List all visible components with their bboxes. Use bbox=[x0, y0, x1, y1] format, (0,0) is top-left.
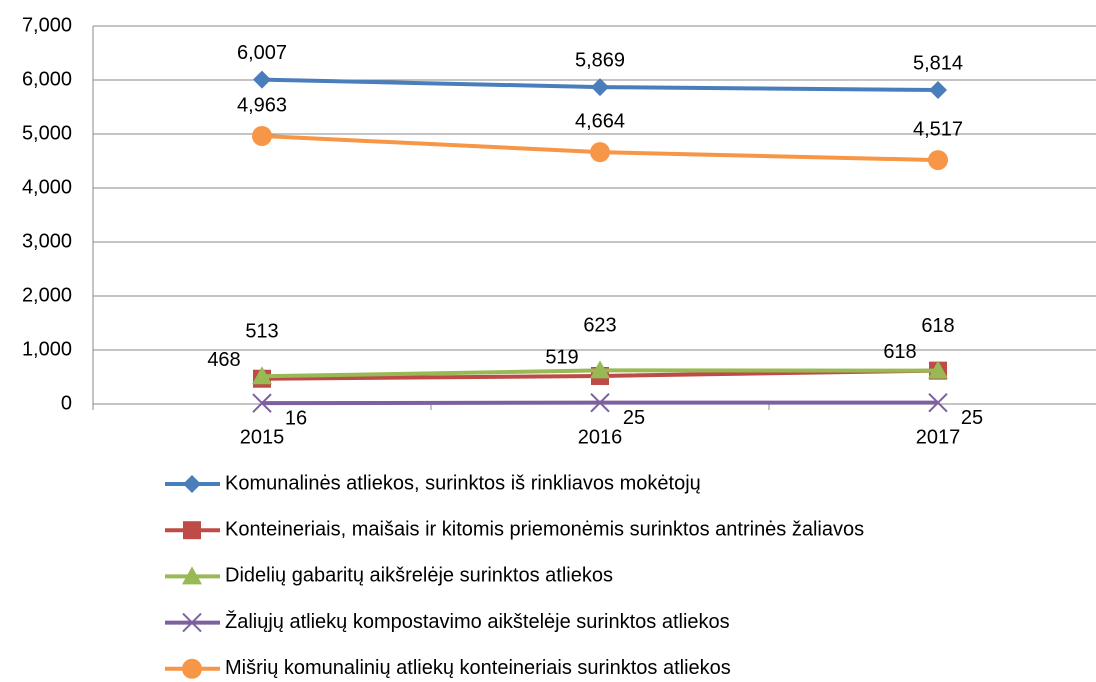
data-label: 618 bbox=[921, 315, 954, 337]
data-point bbox=[928, 150, 948, 171]
x-tick-label: 2015 bbox=[240, 426, 285, 448]
y-tick-label: 6,000 bbox=[22, 68, 72, 90]
x-tick-label: 2016 bbox=[578, 426, 623, 448]
y-tick-label: 4,000 bbox=[22, 176, 72, 198]
data-point bbox=[928, 392, 948, 413]
data-point bbox=[253, 70, 271, 89]
data-label: 4,664 bbox=[575, 110, 625, 132]
legend-label: Žaliųjų atliekų kompostavimo aikštelėje … bbox=[225, 610, 730, 633]
data-label: 4,963 bbox=[237, 94, 287, 116]
data-label: 5,869 bbox=[575, 49, 625, 71]
data-point bbox=[590, 142, 610, 163]
legend-label: Komunalinės atliekos, surinktos iš rinkl… bbox=[225, 472, 701, 494]
y-tick-label: 5,000 bbox=[22, 122, 72, 144]
data-label: 468 bbox=[207, 349, 240, 371]
data-label: 25 bbox=[623, 407, 645, 429]
data-label: 25 bbox=[961, 407, 983, 429]
data-point bbox=[591, 78, 609, 97]
legend-marker bbox=[182, 612, 202, 633]
y-tick-label: 1,000 bbox=[22, 338, 72, 360]
data-point bbox=[928, 360, 948, 379]
legend-label: Konteineriais, maišais ir kitomis priemo… bbox=[225, 518, 864, 540]
data-point bbox=[252, 393, 272, 413]
legend-marker bbox=[183, 475, 201, 493]
data-label: 4,517 bbox=[913, 118, 963, 140]
y-tick-label: 0 bbox=[61, 392, 72, 414]
data-point bbox=[252, 366, 272, 385]
data-label: 6,007 bbox=[237, 42, 287, 64]
y-tick-label: 3,000 bbox=[22, 230, 72, 252]
data-label: 623 bbox=[583, 315, 616, 337]
x-tick-label: 2017 bbox=[916, 426, 961, 448]
data-point bbox=[590, 360, 610, 379]
data-point bbox=[929, 81, 947, 100]
data-label: 5,814 bbox=[913, 52, 963, 74]
y-tick-label: 2,000 bbox=[22, 284, 72, 306]
data-label: 513 bbox=[245, 321, 278, 343]
legend-marker bbox=[182, 658, 202, 679]
legend-marker bbox=[182, 566, 202, 585]
legend-label: Mišrių komunalinių atliekų konteineriais… bbox=[225, 657, 731, 679]
data-label: 618 bbox=[883, 341, 916, 363]
data-label: 519 bbox=[545, 346, 578, 368]
y-tick-label: 7,000 bbox=[22, 14, 72, 36]
legend-marker bbox=[183, 521, 201, 540]
data-label: 16 bbox=[285, 407, 307, 429]
legend-label: Didelių gabaritų aikšrelėje surinktos at… bbox=[225, 565, 613, 587]
data-point bbox=[252, 125, 272, 146]
data-point bbox=[590, 392, 610, 413]
